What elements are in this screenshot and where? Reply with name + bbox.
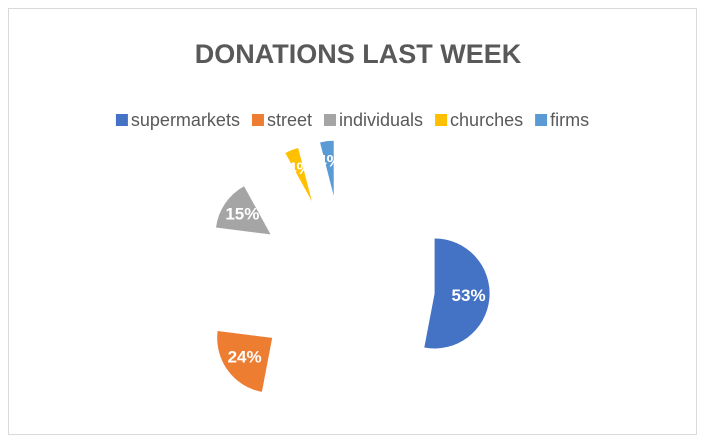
legend-swatch xyxy=(435,114,448,126)
legend-label: street xyxy=(267,110,312,130)
data-label: 15% xyxy=(225,205,259,224)
data-label: 53% xyxy=(452,286,486,305)
pie-slice xyxy=(320,140,334,196)
pie-slice xyxy=(215,186,271,235)
pie-slice xyxy=(424,238,490,349)
data-label: 24% xyxy=(228,347,262,366)
pie-slice xyxy=(217,331,273,392)
legend: supermarkets street individuals churches fir… xyxy=(115,110,589,130)
legend-label: firms xyxy=(550,110,589,130)
legend-swatch xyxy=(323,114,336,126)
chart-border xyxy=(8,8,697,435)
legend-label: individuals xyxy=(339,110,423,130)
legend-swatch xyxy=(535,114,548,126)
legend-label: churches xyxy=(450,110,523,130)
chart-title: DONATIONS LAST WEEK xyxy=(195,39,522,69)
legend-swatch xyxy=(115,114,128,126)
data-label: 4% xyxy=(317,151,342,170)
legend-label: supermarkets xyxy=(131,110,240,130)
legend-swatch xyxy=(251,114,264,126)
data-label: 4% xyxy=(287,159,312,178)
pie-slice xyxy=(285,148,312,202)
